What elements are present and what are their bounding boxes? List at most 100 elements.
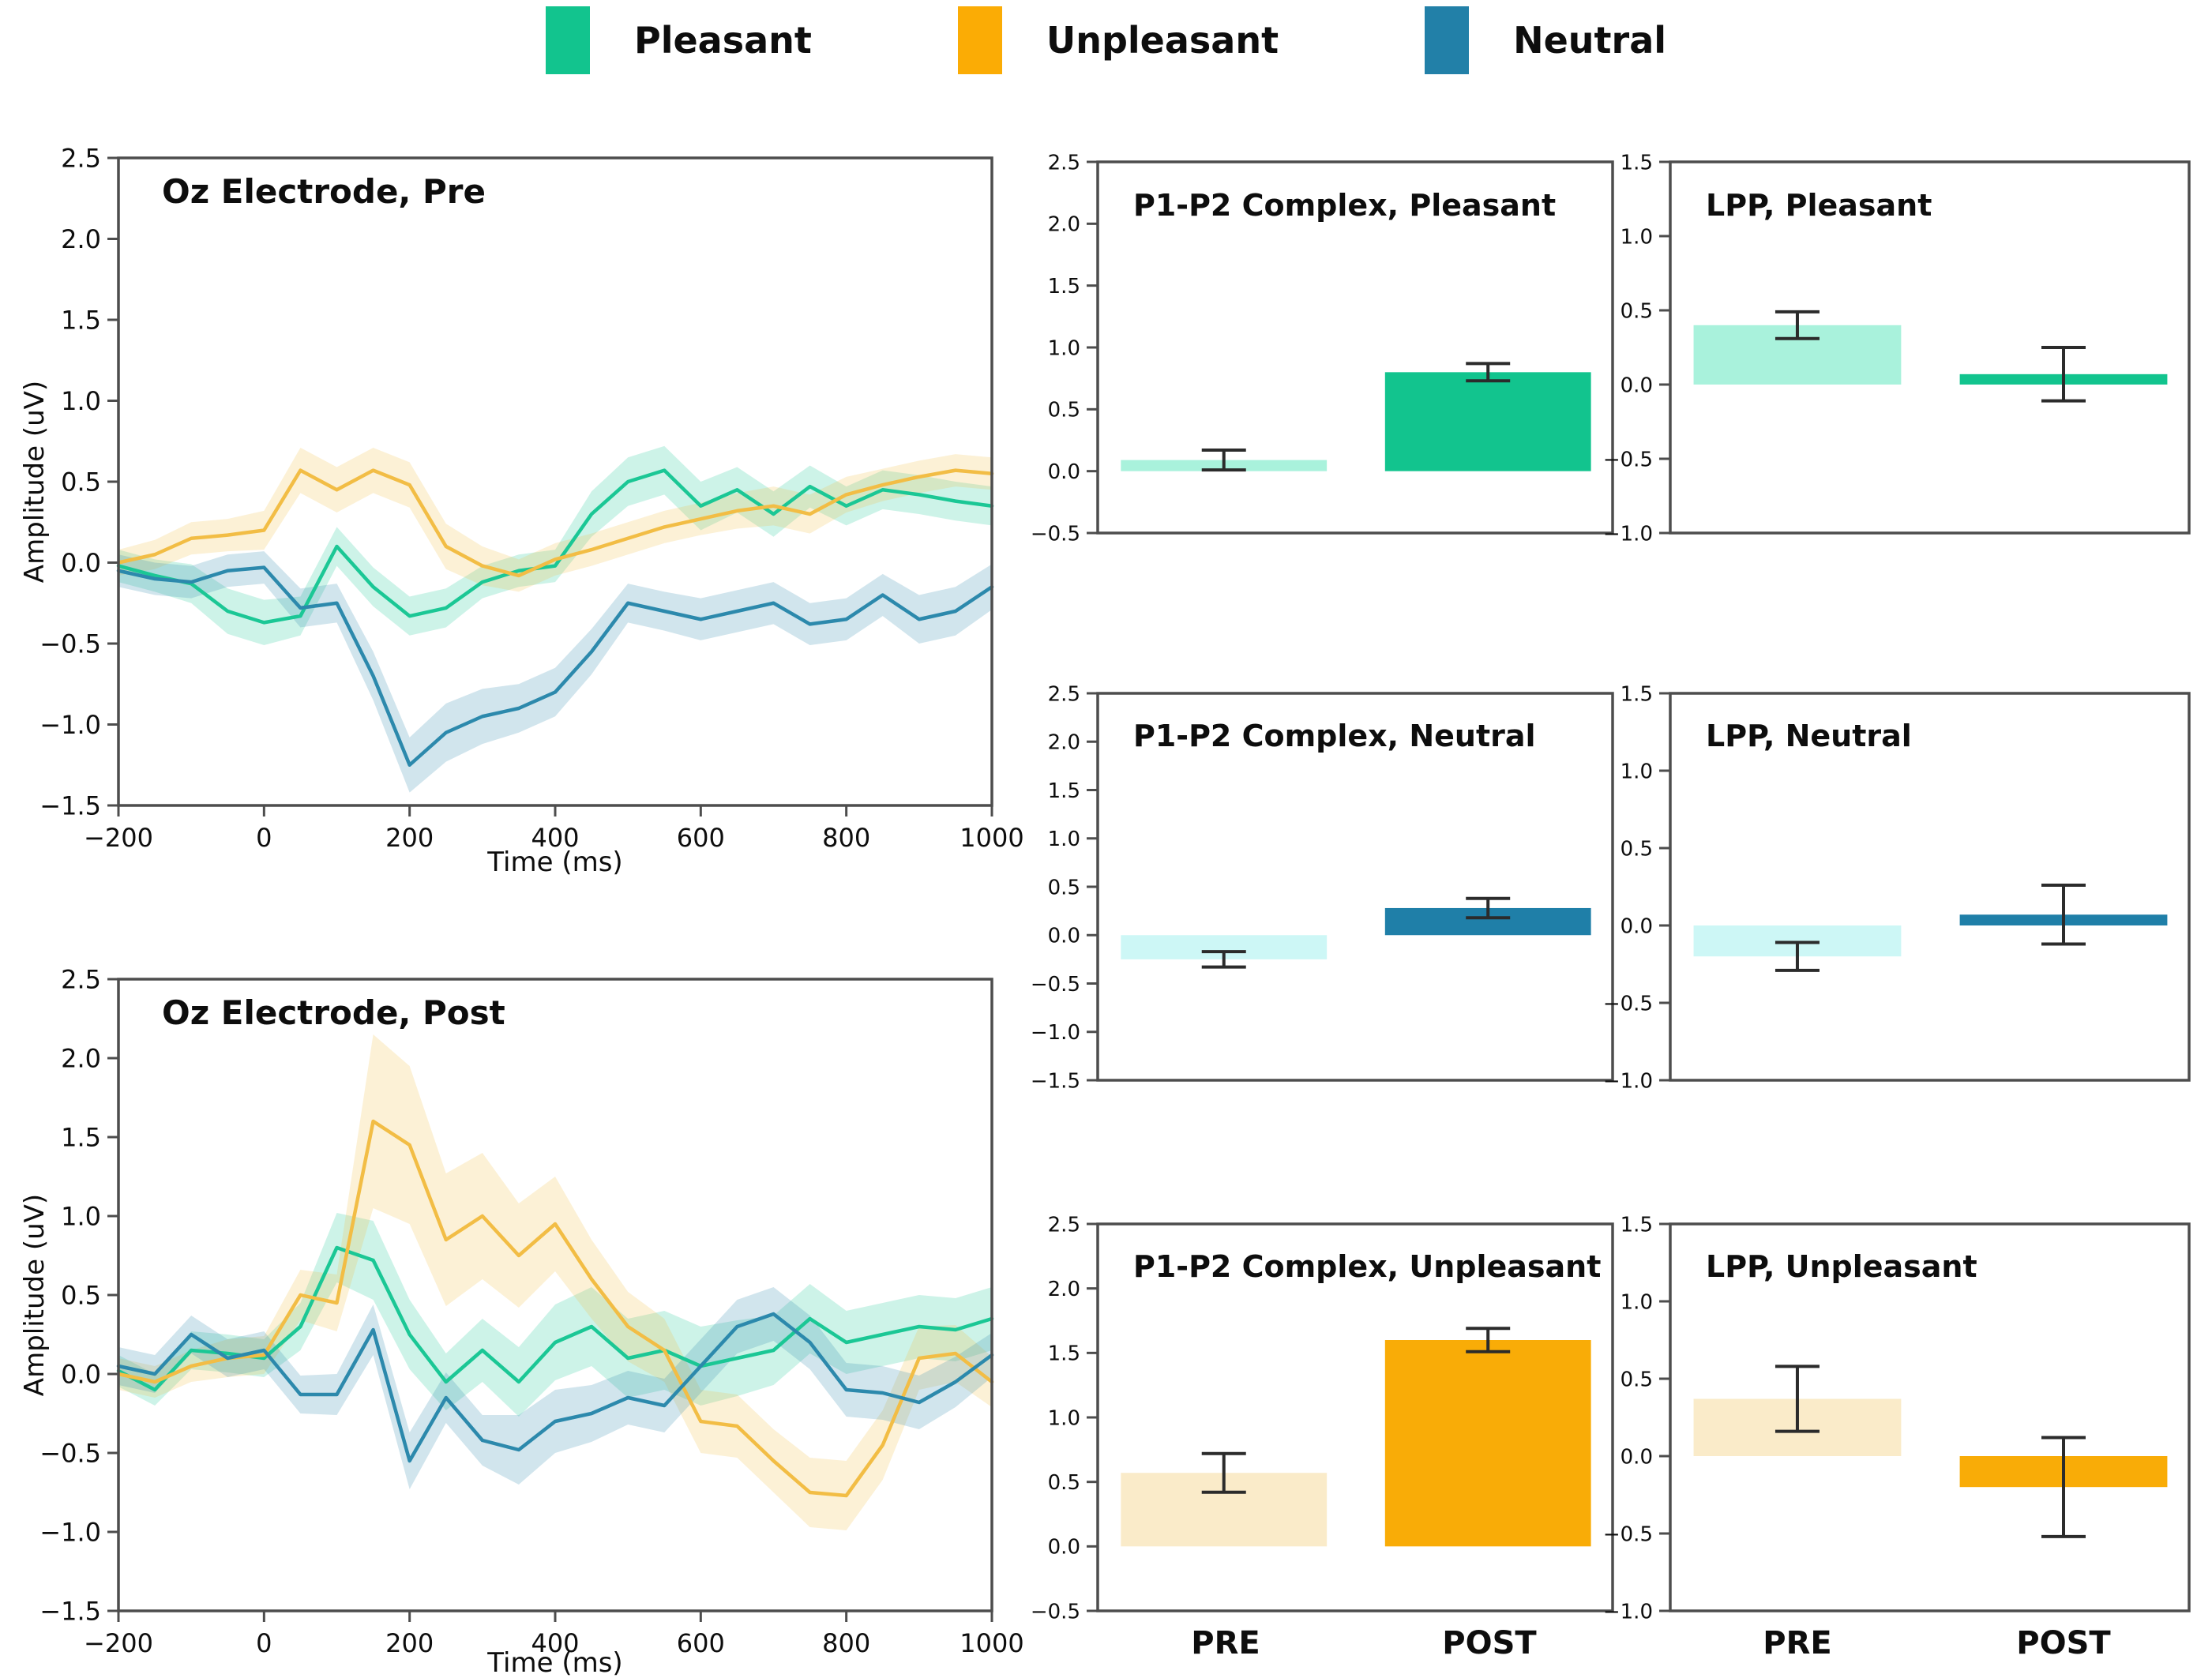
oz-post-band-neutral xyxy=(118,1287,992,1489)
oz-post-line-pleasant xyxy=(116,1245,994,1392)
x-tick-label: 200 xyxy=(385,1628,434,1658)
legend-label-pleasant: Pleasant xyxy=(633,19,812,62)
x-tick-label: 0 xyxy=(256,1628,272,1658)
x-tick-label: 1000 xyxy=(960,1628,1023,1658)
yaxis-label-oz-post: Amplitude (uV) xyxy=(19,1193,51,1397)
y-tick-label: −1.0 xyxy=(1603,522,1653,546)
xaxis-label-oz-post: Time (ms) xyxy=(487,1647,623,1678)
y-tick-label: 2.0 xyxy=(61,1044,101,1074)
panel-title-lpp-unpleasant: LPP, Unpleasant xyxy=(1706,1249,1977,1284)
y-tick-label: −1.0 xyxy=(1603,1600,1653,1624)
x-tick-label: 200 xyxy=(385,823,434,853)
oz-pre-line-unpleasant xyxy=(116,468,994,578)
x-tick-label: 0 xyxy=(256,823,272,853)
p1p2-pleasant-border xyxy=(1096,160,1614,535)
y-tick-label: −0.5 xyxy=(39,1439,101,1469)
y-tick-label: −0.5 xyxy=(1031,522,1080,546)
x-tick-label: 400 xyxy=(531,823,579,853)
y-tick-label: −1.5 xyxy=(1031,1069,1080,1093)
oz-pre-band-pleasant xyxy=(118,445,992,646)
y-tick-label: 0.0 xyxy=(1048,925,1080,948)
x-tick-label: 600 xyxy=(677,823,725,853)
y-tick-label: 1.0 xyxy=(1621,1290,1653,1314)
y-tick-label: 2.0 xyxy=(1048,213,1080,237)
lpp-pleasant-border xyxy=(1669,160,2191,535)
y-tick-label: 1.0 xyxy=(1621,225,1653,249)
y-tick-label: 0.5 xyxy=(1048,1471,1080,1495)
y-tick-label: 2.0 xyxy=(1048,731,1080,755)
x-tick-label: 800 xyxy=(822,823,870,853)
panel-title-lpp-pleasant: LPP, Pleasant xyxy=(1706,188,1932,223)
oz-pre-line-neutral xyxy=(116,565,994,767)
y-tick-label: 1.5 xyxy=(61,1123,101,1153)
y-tick-label: 0.0 xyxy=(1621,374,1653,397)
y-tick-label: 1.0 xyxy=(1048,1406,1080,1430)
pleasant-swatch-icon xyxy=(545,6,590,74)
y-tick-label: 1.0 xyxy=(1048,336,1080,360)
oz-pre-plot: −200 0 200 400 600 800 1000 2.5 2.0 1.5 1.0 0.5 0.0 −… xyxy=(39,144,1023,853)
x-tick-label: −200 xyxy=(84,823,153,853)
y-tick-label: 0.0 xyxy=(1048,1536,1080,1560)
y-tick-label: 2.5 xyxy=(61,144,101,174)
y-tick-label: 0.0 xyxy=(1621,914,1653,938)
y-tick-label: 0.5 xyxy=(61,467,101,497)
panel-title-lpp-neutral: LPP, Neutral xyxy=(1706,719,1912,753)
oz-post-band-unpleasant xyxy=(118,1034,992,1530)
oz-pre-line-pleasant xyxy=(116,468,994,625)
legend-item-pleasant: Pleasant xyxy=(545,6,812,74)
p1p2-unpleasant-border xyxy=(1096,1222,1614,1612)
x-tick-label: 400 xyxy=(531,1628,579,1658)
y-tick-label: 1.5 xyxy=(1621,682,1653,706)
oz-post-line-unpleasant xyxy=(116,1119,994,1498)
y-tick-label: 1.5 xyxy=(1048,275,1080,298)
y-tick-label: 1.5 xyxy=(1621,1213,1653,1237)
x-tick-label: 600 xyxy=(677,1628,725,1658)
y-tick-label: −1.5 xyxy=(39,1597,101,1627)
unpleasant-swatch-icon xyxy=(957,6,1002,74)
x-tick-label: 800 xyxy=(822,1628,870,1658)
y-tick-label: 1.5 xyxy=(1048,1342,1080,1366)
y-tick-label: −0.5 xyxy=(1031,1600,1080,1624)
y-tick-label: 0.5 xyxy=(1621,1368,1653,1391)
lpp-unpleasant-plot: 1.5 1.0 0.5 0.0 −0.5 −1.0 xyxy=(1603,1213,2191,1624)
panel-title-p1p2-unpleasant: P1-P2 Complex, Unpleasant xyxy=(1133,1249,1602,1284)
legend: Pleasant Unpleasant Neutral xyxy=(0,6,2212,74)
xaxis-label-oz-pre: Time (ms) xyxy=(487,847,623,878)
y-tick-label: 1.0 xyxy=(61,1202,101,1232)
y-tick-label: 0.0 xyxy=(61,548,101,578)
panel-title-oz-pre: Oz Electrode, Pre xyxy=(162,172,486,211)
x-tick-label: −200 xyxy=(84,1628,153,1658)
p1p2-unpleasant-bar-post xyxy=(1384,1340,1591,1547)
y-tick-label: 0.5 xyxy=(1048,399,1080,422)
legend-label-neutral: Neutral xyxy=(1513,19,1667,62)
y-tick-label: −0.5 xyxy=(1603,448,1653,471)
y-tick-label: 0.5 xyxy=(1621,299,1653,323)
y-tick-label: 1.5 xyxy=(1621,151,1653,175)
oz-pre-border xyxy=(117,156,993,807)
y-tick-label: −0.5 xyxy=(39,629,101,659)
y-tick-label: 0.0 xyxy=(1048,460,1080,484)
oz-pre-band-neutral xyxy=(118,551,992,793)
y-tick-label: 2.5 xyxy=(1048,1213,1080,1237)
oz-post-band-pleasant xyxy=(118,1213,992,1417)
category-label-post-right: POST xyxy=(2016,1625,2111,1661)
y-tick-label: −1.0 xyxy=(39,710,101,740)
y-tick-label: 2.5 xyxy=(1048,682,1080,706)
y-tick-label: 1.0 xyxy=(1048,828,1080,851)
category-label-pre-right: PRE xyxy=(1763,1625,1832,1661)
y-tick-label: 0.0 xyxy=(1621,1445,1653,1469)
panel-title-p1p2-pleasant: P1-P2 Complex, Pleasant xyxy=(1133,188,1557,223)
legend-item-unpleasant: Unpleasant xyxy=(957,6,1279,74)
neutral-swatch-icon xyxy=(1425,6,1470,74)
lpp-unpleasant-border xyxy=(1669,1222,2191,1612)
oz-post-plot: −200 0 200 400 600 800 1000 2.5 2.0 1.5 1.0 0.5 0.0 −… xyxy=(39,965,1023,1658)
p1p2-neutral-border xyxy=(1096,692,1614,1082)
category-label-pre-middle: PRE xyxy=(1191,1625,1260,1661)
panel-title-oz-post: Oz Electrode, Post xyxy=(162,993,505,1032)
panel-title-p1p2-neutral: P1-P2 Complex, Neutral xyxy=(1133,719,1536,753)
p1p2-pleasant-plot: 2.5 2.0 1.5 1.0 0.5 0.0 −0.5 xyxy=(1031,151,1614,546)
lpp-pleasant-plot: 1.5 1.0 0.5 0.0 −0.5 −1.0 xyxy=(1603,151,2191,546)
y-tick-label: 2.5 xyxy=(1048,151,1080,175)
